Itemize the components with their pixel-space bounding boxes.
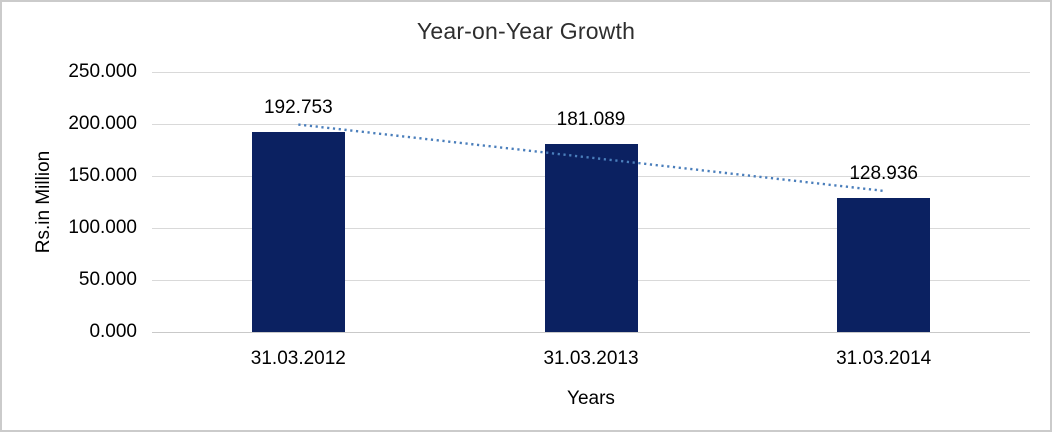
gridline <box>152 123 1030 125</box>
x-tick-label: 31.03.2014 <box>836 348 932 369</box>
bar <box>251 131 345 332</box>
gridline <box>152 71 1030 73</box>
y-tick-label: 150.000 <box>68 165 137 186</box>
value-label: 128.936 <box>849 162 918 184</box>
value-label: 192.753 <box>263 96 333 118</box>
y-tick-label: 0.000 <box>89 321 137 342</box>
x-axis-title: Years <box>567 388 615 409</box>
chart-title: Year-on-Year Growth <box>416 18 636 44</box>
value-label: 181.089 <box>556 108 626 130</box>
y-tick-label: 100.000 <box>68 217 137 238</box>
y-tick-label: 200.000 <box>68 113 137 134</box>
bar <box>544 143 638 332</box>
bar <box>837 197 931 332</box>
y-tick-label: 50.000 <box>78 269 137 290</box>
x-tick-label: 31.03.2013 <box>543 348 639 369</box>
y-tick-label: 250.000 <box>68 61 137 82</box>
plot-area: 250.000 200.000 150.000 100.000 50.000 0.000 1… <box>68 61 1030 369</box>
x-axis-line <box>152 331 1030 333</box>
x-tick-label: 31.03.2012 <box>250 348 346 369</box>
